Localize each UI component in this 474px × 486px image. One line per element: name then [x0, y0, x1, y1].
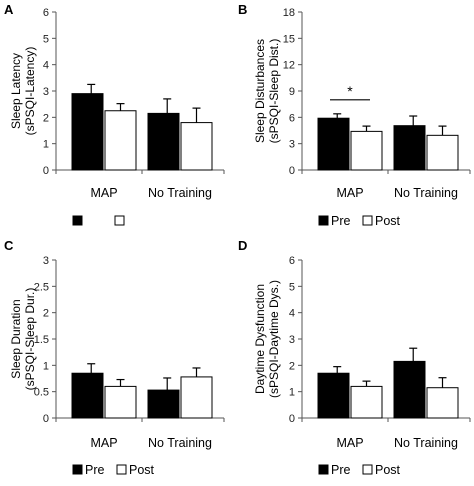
y-tick-label: 6	[43, 7, 49, 19]
y-axis-label: Daytime Dysfunction(sPSQI-Daytime Dys.)	[253, 280, 281, 398]
y-axis-label-line: Daytime Dysfunction	[253, 284, 267, 394]
legend-label-pre: Pre	[85, 463, 105, 477]
y-axis-label-line: (sPSQI-Sleep Dist.)	[267, 39, 281, 144]
bar-pre-no-training	[147, 389, 180, 419]
y-axis-label-line: (sPSQI-Sleep Dur.)	[23, 288, 37, 391]
x-category-label: No Training	[394, 186, 458, 200]
panel-letter: B	[238, 2, 247, 17]
bar-pre-map	[317, 372, 350, 419]
y-tick-label: 2	[289, 360, 295, 372]
x-category-label: No Training	[148, 436, 212, 450]
legend-swatch-pre	[318, 215, 329, 226]
y-tick-label: 1	[43, 139, 49, 151]
bar-post-no-training	[180, 122, 213, 171]
bar-post-map	[104, 110, 137, 171]
y-axis-label: Sleep Disturbances(sPSQI-Sleep Dist.)	[253, 39, 281, 144]
y-tick-label: 2	[43, 308, 49, 320]
y-tick-label: 3	[289, 139, 295, 151]
y-tick-label: 3	[289, 334, 295, 346]
bar-pre-no-training	[393, 360, 426, 419]
y-tick-label: 3	[43, 255, 49, 267]
legend-label-pre: Pre	[331, 214, 351, 228]
legend-label-post: Post	[375, 463, 401, 477]
y-axis-label: Sleep Duration(sPSQI-Sleep Dur.)	[9, 288, 37, 391]
chart-panel-a: A 0 1 2 3 4 5 6 Sleep Latency(sPSQI-Latency) MAP N…	[4, 2, 225, 226]
legend-swatch-pre	[72, 215, 83, 226]
y-tick-label: 15	[283, 33, 295, 45]
y-tick-label: 0	[43, 413, 49, 425]
y-tick-label: 3	[43, 86, 49, 98]
y-tick-label: 18	[283, 7, 295, 19]
bar-post-no-training	[426, 134, 459, 171]
bar-pre-map	[71, 93, 104, 171]
y-tick-label: 1	[289, 387, 295, 399]
chart-panel-b: B 0 3 6 9 12 15 18 Sleep Disturbances(sPSQI-Slee…	[238, 2, 471, 228]
legend-label-pre: Pre	[331, 463, 351, 477]
x-category-label: MAP	[336, 186, 363, 200]
legend-swatch-post	[362, 215, 373, 226]
legend-swatch-post	[362, 464, 373, 475]
bar-pre-map	[71, 372, 104, 419]
chart-panel-d: D 0 1 2 3 4 5 6 Daytime Dysfunction(sPSQI-Daytim…	[238, 238, 471, 477]
y-tick-label: 0.5	[34, 387, 49, 399]
y-tick-label: 6	[289, 112, 295, 124]
y-tick-label: 0	[289, 165, 295, 177]
y-axis-label-line: Sleep Duration	[9, 299, 23, 378]
bar-post-map	[104, 385, 137, 419]
bar-post-map	[350, 130, 383, 171]
y-axis-label-line: Sleep Latency	[9, 53, 23, 129]
y-tick-label: 4	[43, 60, 49, 72]
legend-swatch-post	[116, 464, 127, 475]
y-tick-label: 9	[289, 86, 295, 98]
y-tick-label: 6	[289, 255, 295, 267]
panel-letter: C	[4, 238, 14, 253]
panel-letter: A	[4, 2, 14, 17]
y-tick-label: 0	[289, 413, 295, 425]
legend-label-post: Post	[375, 214, 401, 228]
y-tick-label: 1	[43, 360, 49, 372]
panel-letter: D	[238, 238, 247, 253]
y-tick-label: 0	[43, 165, 49, 177]
y-tick-label: 4	[289, 308, 295, 320]
bar-post-no-training	[180, 376, 213, 419]
y-tick-label: 5	[289, 281, 295, 293]
x-category-label: No Training	[394, 436, 458, 450]
bar-post-no-training	[426, 387, 459, 419]
y-axis-label-line: Sleep Disturbances	[253, 39, 267, 143]
legend-label-post: Post	[129, 463, 155, 477]
y-tick-label: 1.5	[34, 334, 49, 346]
bar-pre-map	[317, 117, 350, 171]
x-category-label: MAP	[90, 436, 117, 450]
bar-post-map	[350, 385, 383, 419]
bar-pre-no-training	[147, 112, 180, 171]
x-category-label: MAP	[90, 186, 117, 200]
y-tick-label: 2	[43, 112, 49, 124]
y-tick-label: 5	[43, 33, 49, 45]
legend-swatch-pre	[72, 464, 83, 475]
x-category-label: No Training	[148, 186, 212, 200]
chart-panel-c: C 0 0.5 1 1.5 2 2.5 3 Sleep Duration(sPSQI-Sleep…	[4, 238, 225, 477]
bar-pre-no-training	[393, 125, 426, 171]
y-tick-label: 2.5	[34, 281, 49, 293]
significance-marker: *	[347, 83, 353, 99]
y-axis-label-line: (sPSQI-Latency)	[23, 47, 37, 136]
y-axis-label-line: (sPSQI-Daytime Dys.)	[267, 280, 281, 398]
legend-swatch-post	[114, 215, 125, 226]
y-axis-label: Sleep Latency(sPSQI-Latency)	[9, 47, 37, 136]
legend-swatch-pre	[318, 464, 329, 475]
x-category-label: MAP	[336, 436, 363, 450]
y-tick-label: 12	[283, 60, 295, 72]
